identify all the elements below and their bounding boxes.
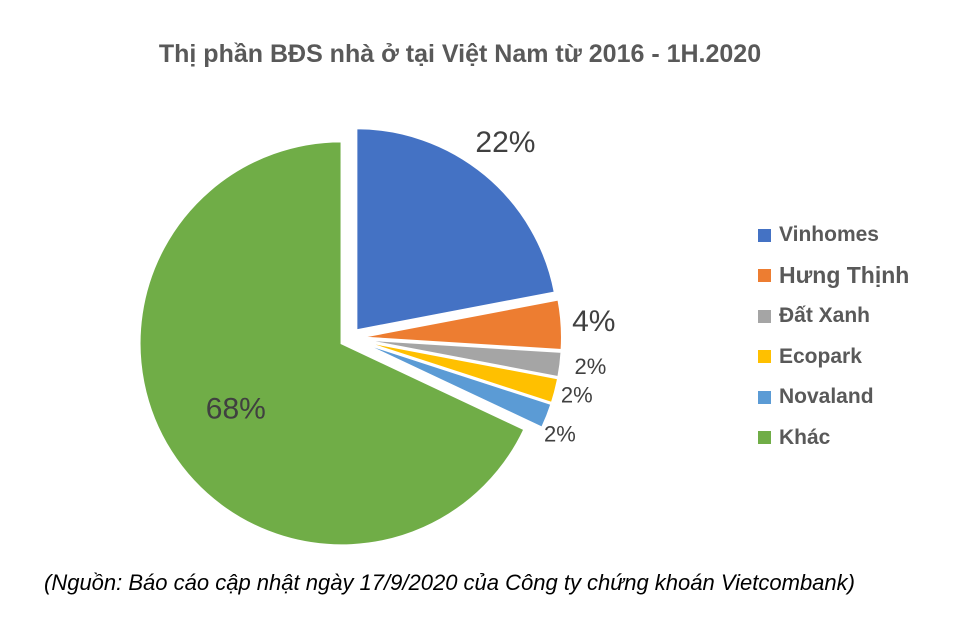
source-note: (Nguồn: Báo cáo cập nhật ngày 17/9/2020 …	[44, 570, 855, 595]
pie-slice-đất-xanh	[359, 338, 563, 379]
legend-item: Khác	[758, 418, 909, 459]
pie-slice-ecopark	[359, 339, 560, 405]
legend-label: Khác	[779, 425, 831, 449]
pie-slice-hưng-thịnh	[359, 298, 563, 352]
legend-label: Novaland	[779, 385, 874, 409]
legend-swatch	[758, 228, 771, 242]
legend-swatch	[758, 390, 771, 404]
legend-label: Ecopark	[779, 344, 862, 368]
legend-item: Hưng Thịnh	[758, 256, 909, 297]
data-label-1: 4%	[572, 305, 615, 338]
legend-label: Vinhomes	[779, 223, 879, 247]
data-label-3: 2%	[561, 383, 593, 408]
data-label-2: 2%	[574, 354, 606, 379]
legend-swatch	[758, 269, 771, 283]
chart-title: Thị phần BĐS nhà ở tại Việt Nam từ 2016 …	[158, 40, 762, 68]
pie-slice-vinhomes	[355, 127, 556, 332]
legend: Vinhomes Hưng Thịnh Đất Xanh Ecopark Novalan…	[758, 215, 909, 458]
legend-swatch	[758, 350, 771, 364]
legend-item: Novaland	[758, 377, 909, 418]
data-label-5: 68%	[206, 392, 266, 425]
pie-slice-novaland	[358, 340, 553, 430]
pie-slice-khác	[138, 140, 526, 547]
legend-item: Ecopark	[758, 337, 909, 378]
legend-item: Đất Xanh	[758, 296, 909, 337]
data-label-4: 2%	[544, 421, 576, 446]
legend-swatch	[758, 431, 771, 445]
legend-swatch	[758, 309, 771, 323]
data-label-0: 22%	[475, 126, 535, 159]
legend-label: Hưng Thịnh	[779, 262, 910, 289]
legend-label: Đất Xanh	[779, 304, 871, 328]
legend-item: Vinhomes	[758, 215, 909, 256]
